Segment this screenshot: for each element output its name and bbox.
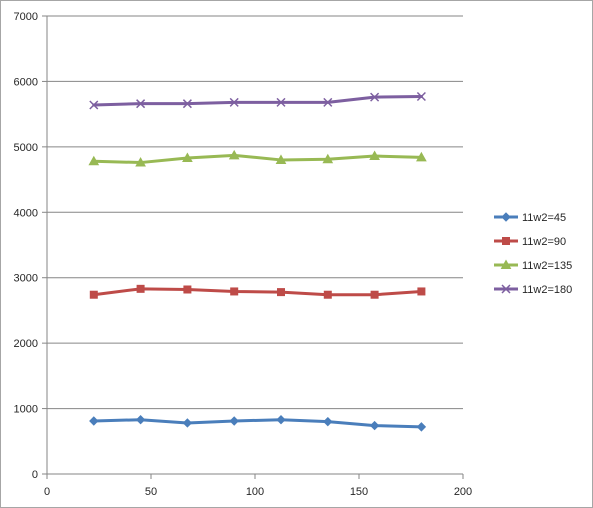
series-1-point-8 xyxy=(416,422,427,432)
series-4-point-2 xyxy=(136,99,146,109)
y-tick-label-7000: 7000 xyxy=(14,11,38,23)
series-1-point-3 xyxy=(182,418,193,428)
series-2-point-3 xyxy=(183,285,192,294)
series-2-point-5 xyxy=(277,288,285,297)
legend-label-2: 11w2=90 xyxy=(522,236,566,248)
series-2-point-7 xyxy=(370,290,379,299)
x-tick-label-150: 150 xyxy=(350,486,368,498)
y-tick-label-4000: 4000 xyxy=(14,207,38,219)
series-2-point-4 xyxy=(230,287,239,296)
series-1-point-2 xyxy=(135,414,146,425)
x-tick-label-0: 0 xyxy=(44,486,50,498)
series-4-point-3 xyxy=(182,99,192,109)
series-3-point-2 xyxy=(135,157,146,167)
y-tick-label-1000: 1000 xyxy=(14,404,38,416)
x-tick-label-50: 50 xyxy=(145,486,157,498)
y-tick-label-2000: 2000 xyxy=(14,338,38,350)
series-line-1 xyxy=(92,418,423,429)
series-4-point-8 xyxy=(416,91,426,102)
series-1-point-7 xyxy=(369,420,380,431)
series-2-point-1 xyxy=(89,290,98,299)
series-line-2 xyxy=(92,287,423,297)
series-3-point-1 xyxy=(88,155,100,166)
x-tick-label-200: 200 xyxy=(454,486,472,498)
series-line-3 xyxy=(92,153,423,165)
series-3-point-4 xyxy=(228,149,240,160)
series-3-point-8 xyxy=(416,151,427,162)
series-3-point-5 xyxy=(275,154,287,164)
series-4-point-6 xyxy=(323,97,333,107)
x-tick-label-100: 100 xyxy=(246,486,264,498)
series-4-point-4 xyxy=(229,97,239,107)
y-tick-label-0: 0 xyxy=(32,469,38,481)
y-tick-label-5000: 5000 xyxy=(14,142,38,154)
series-1-point-5 xyxy=(276,414,286,425)
series-4-point-1 xyxy=(89,100,99,110)
series-4-point-7 xyxy=(370,92,380,102)
series-1-point-6 xyxy=(323,416,333,427)
series-line-4 xyxy=(92,94,423,107)
series-3-point-6 xyxy=(322,153,334,164)
series-2-point-2 xyxy=(136,284,145,293)
series-3-point-3 xyxy=(182,152,193,162)
legend-marker-3 xyxy=(500,259,512,269)
legend-marker-1 xyxy=(501,212,511,222)
y-tick-label-6000: 6000 xyxy=(14,76,38,88)
series-3-point-7 xyxy=(369,150,380,161)
legend-label-3: 11w2=135 xyxy=(522,260,572,272)
series-1-point-4 xyxy=(229,416,239,426)
series-4-point-5 xyxy=(276,97,286,107)
legend-marker-2 xyxy=(502,237,510,245)
y-tick-label-3000: 3000 xyxy=(14,273,38,285)
legend-label-4: 11w2=180 xyxy=(522,284,572,296)
legend-label-1: 11w2=45 xyxy=(522,212,566,224)
series-2-point-6 xyxy=(323,290,332,299)
legend-marker-4 xyxy=(501,284,511,294)
series-1-point-1 xyxy=(89,416,99,426)
series-2-point-8 xyxy=(417,287,426,296)
